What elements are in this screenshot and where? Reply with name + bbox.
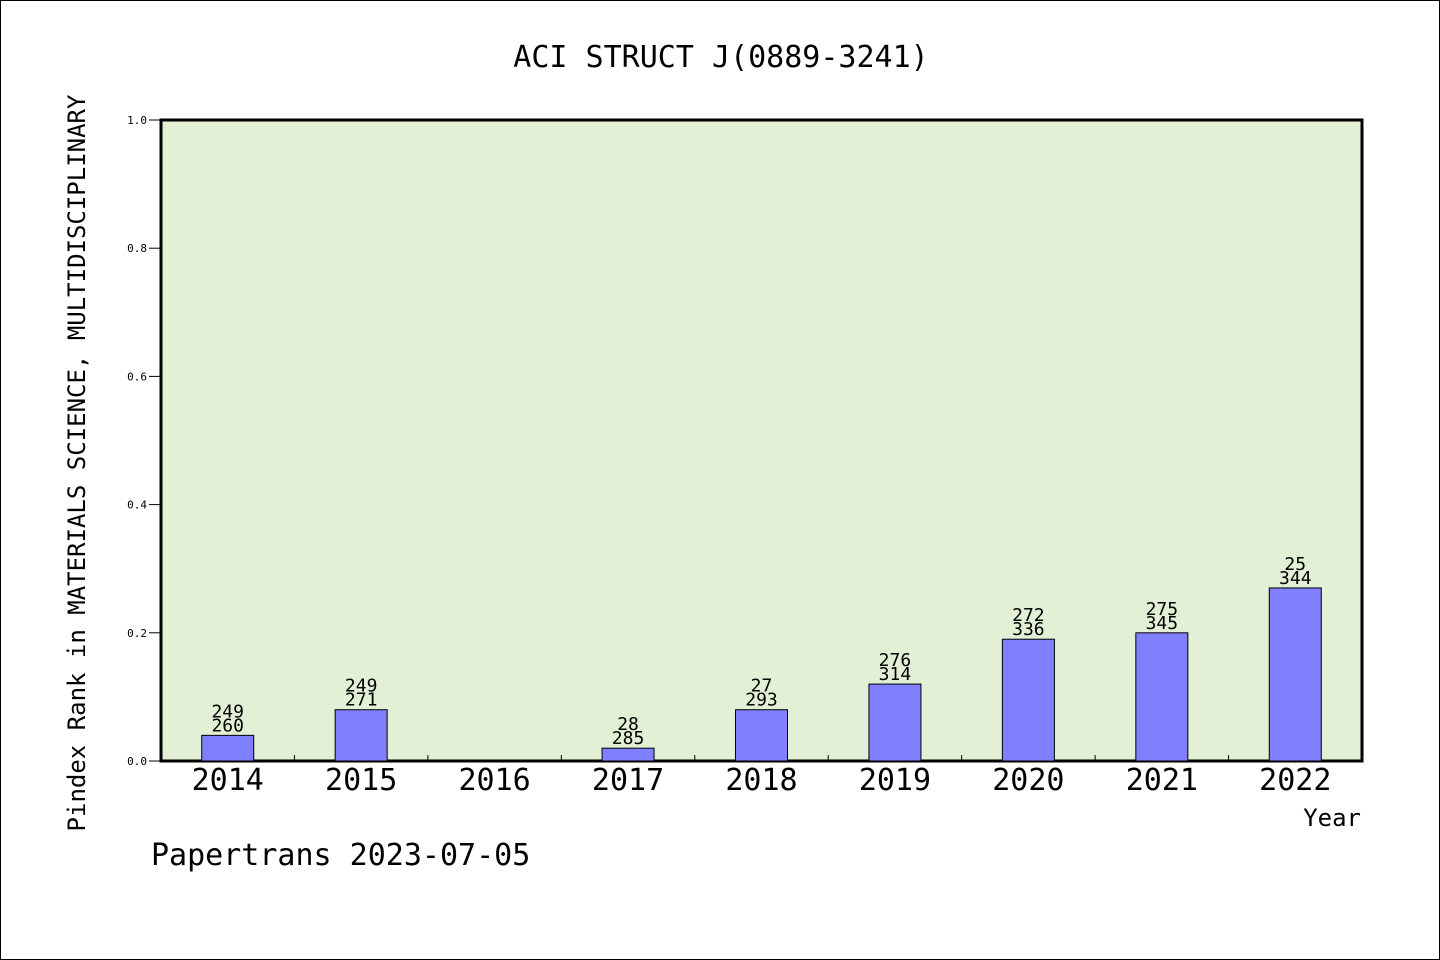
bar-label-rank: 276 [879, 650, 912, 671]
bar [1001, 638, 1055, 762]
bar-label-total: 314 [879, 664, 912, 685]
x-axis-ticks: 2014 2015 2016 2017 2018 2019 2020 2021 2022 [192, 755, 1331, 798]
bar [868, 683, 922, 762]
x-axis-label: Year [1303, 804, 1361, 832]
bar [334, 709, 388, 762]
bar-label-rank: 28 [617, 714, 639, 735]
bar-label-rank: 249 [345, 676, 378, 697]
footer-credit: Papertrans 2023-07-05 [151, 838, 530, 873]
bar-label-total: 293 [745, 690, 778, 711]
bar-label-total: 344 [1279, 568, 1312, 589]
bar-label-rank: 275 [1146, 599, 1179, 620]
x-tick-label: 2015 [325, 763, 397, 798]
x-tick-label: 2019 [859, 763, 931, 798]
bar [201, 734, 255, 762]
y-tick-label: 0.0 [127, 755, 147, 768]
y-tick-label: 1.0 [127, 114, 147, 127]
bar-label-total: 345 [1146, 613, 1179, 634]
x-tick-label: 2017 [592, 763, 664, 798]
x-tick-label: 2022 [1259, 763, 1331, 798]
bar [601, 747, 655, 762]
x-tick-label: 2014 [192, 763, 264, 798]
y-axis-ticks: 0.0 0.2 0.4 0.6 0.8 1.0 [127, 114, 161, 768]
y-tick-label: 0.6 [127, 370, 147, 383]
bar [1268, 587, 1322, 762]
bar [735, 709, 788, 762]
y-tick-label: 0.8 [127, 242, 147, 255]
x-tick-label: 2018 [725, 763, 797, 798]
chart-title: ACI STRUCT J(0889-3241) [513, 40, 928, 75]
bar-label-rank: 272 [1012, 605, 1045, 626]
y-tick-label: 0.4 [127, 499, 147, 512]
x-tick-label: 2021 [1126, 763, 1198, 798]
bar-label-rank: 27 [751, 676, 773, 697]
bar-label-total: 336 [1012, 619, 1045, 640]
y-axis-label: Pindex Rank in MATERIALS SCIENCE, MULTID… [63, 94, 91, 831]
bar-label-total: 260 [211, 715, 244, 736]
x-tick-label: 2020 [992, 763, 1064, 798]
bar-label-rank: 249 [211, 701, 244, 722]
y-tick-label: 0.2 [127, 627, 147, 640]
bar-label-total: 271 [345, 690, 378, 711]
bar-label-total: 285 [612, 728, 645, 749]
bar-label-rank: 25 [1284, 554, 1306, 575]
x-tick-label: 2016 [458, 763, 530, 798]
bar [1135, 632, 1189, 762]
bars [201, 587, 1322, 762]
